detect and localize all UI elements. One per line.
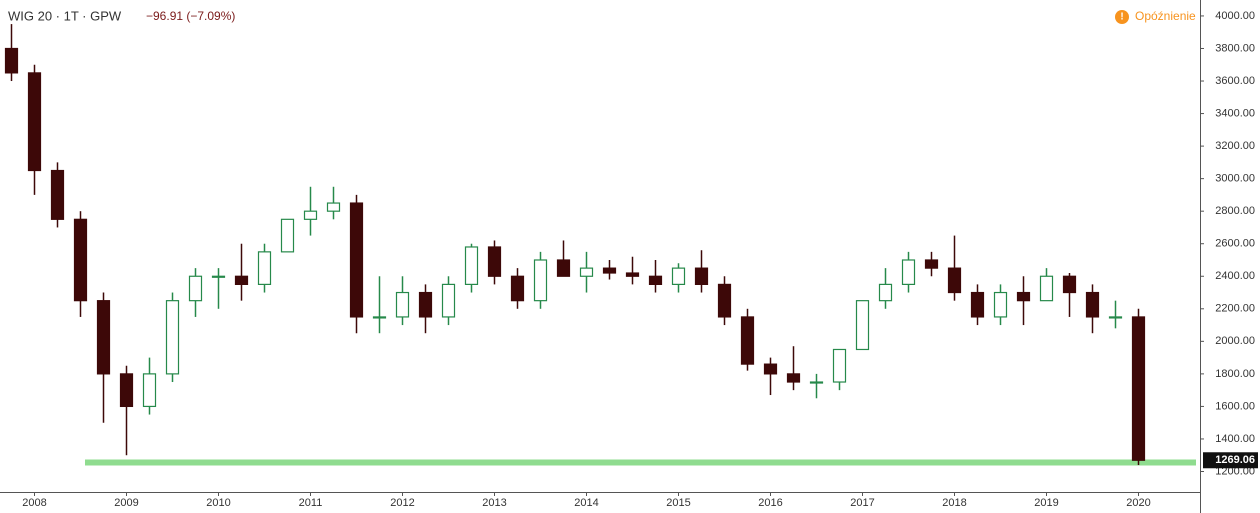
price-change: −96.91 (−7.09%) xyxy=(146,9,235,23)
x-tick-label: 2014 xyxy=(574,497,598,509)
candle-body xyxy=(211,275,226,278)
candle-body xyxy=(441,283,456,318)
x-tick-label: 2016 xyxy=(758,497,782,509)
candle-body xyxy=(602,267,617,274)
candle-body xyxy=(947,267,962,294)
last-price-label: 1269.06 xyxy=(1215,454,1255,466)
candle-body xyxy=(924,259,939,269)
candle-body xyxy=(372,316,387,319)
y-tick-label: 1400.00 xyxy=(1215,433,1255,445)
x-tick-label: 2019 xyxy=(1034,497,1058,509)
x-tick-label: 2011 xyxy=(299,497,323,509)
candle-body xyxy=(257,251,272,285)
candle-body xyxy=(855,300,870,351)
candle-body xyxy=(349,202,364,318)
candle-body xyxy=(96,300,111,375)
y-tick-label: 3800.00 xyxy=(1215,42,1255,54)
x-tick-label: 2020 xyxy=(1126,497,1150,509)
y-tick-label: 1800.00 xyxy=(1215,368,1255,380)
y-tick-label: 4000.00 xyxy=(1215,10,1255,22)
y-tick-label: 3400.00 xyxy=(1215,107,1255,119)
x-tick-label: 2010 xyxy=(206,497,230,509)
status-label[interactable]: Opóźnienie xyxy=(1135,9,1196,23)
candle-body xyxy=(1016,291,1031,302)
y-tick-label: 3000.00 xyxy=(1215,173,1255,185)
candle-body xyxy=(418,291,433,318)
y-tick-label: 2000.00 xyxy=(1215,335,1255,347)
x-tick-label: 2017 xyxy=(850,497,874,509)
candle-body xyxy=(510,275,525,302)
candle-body xyxy=(27,72,42,172)
y-tick-label: 3200.00 xyxy=(1215,140,1255,152)
candle-body xyxy=(234,275,249,285)
candle-body xyxy=(165,300,180,375)
candle-body xyxy=(533,259,548,302)
plot xyxy=(4,24,1196,466)
x-tick-label: 2008 xyxy=(22,497,46,509)
y-tick-label: 2600.00 xyxy=(1215,238,1255,250)
candle-body xyxy=(1039,275,1054,302)
candle-body xyxy=(717,283,732,318)
candle-body xyxy=(50,169,65,220)
candle-body xyxy=(1085,291,1100,318)
y-tick-label: 2200.00 xyxy=(1215,303,1255,315)
candle-body xyxy=(395,291,410,318)
candle-body xyxy=(786,373,801,383)
candle-body xyxy=(901,259,916,285)
candle-body xyxy=(1108,316,1123,319)
y-tick-label: 3600.00 xyxy=(1215,75,1255,87)
chart-title: WIG 20 · 1T · GPW xyxy=(8,8,122,23)
last-price-box xyxy=(1203,452,1258,469)
candle-body xyxy=(993,291,1008,318)
candle-body xyxy=(648,275,663,285)
candle-body xyxy=(303,210,318,220)
y-tick-label: 2800.00 xyxy=(1215,205,1255,217)
candle-body xyxy=(280,218,295,253)
candle-body xyxy=(464,246,479,285)
candle-body xyxy=(694,267,709,285)
candle-body xyxy=(671,267,686,285)
candle-body xyxy=(970,291,985,318)
status-icon: ! xyxy=(1120,12,1123,23)
x-tick-label: 2012 xyxy=(390,497,414,509)
candle-body xyxy=(4,47,19,74)
candle-body xyxy=(625,272,640,277)
candle-body xyxy=(1131,316,1146,461)
candle-body xyxy=(142,373,157,408)
candle-body xyxy=(579,267,594,277)
candle-body xyxy=(119,373,134,408)
candle-body xyxy=(326,202,341,212)
candle-body xyxy=(763,363,778,375)
candle-body xyxy=(878,283,893,302)
x-tick-label: 2015 xyxy=(666,497,690,509)
candle-body xyxy=(1062,275,1077,294)
candle-body xyxy=(832,348,847,383)
y-tick-label: 1600.00 xyxy=(1215,400,1255,412)
y-tick-label: 1200.00 xyxy=(1215,465,1255,477)
x-tick-label: 2013 xyxy=(482,497,506,509)
y-tick-label: 2400.00 xyxy=(1215,270,1255,282)
candle-body xyxy=(188,275,203,302)
candle-body xyxy=(73,218,88,302)
status-icon-bg xyxy=(1115,10,1129,24)
candle-body xyxy=(556,259,571,277)
candle-body xyxy=(809,381,824,384)
x-tick-label: 2009 xyxy=(114,497,138,509)
candle-body xyxy=(740,316,755,365)
x-tick-label: 2018 xyxy=(942,497,966,509)
candle-body xyxy=(487,246,502,277)
